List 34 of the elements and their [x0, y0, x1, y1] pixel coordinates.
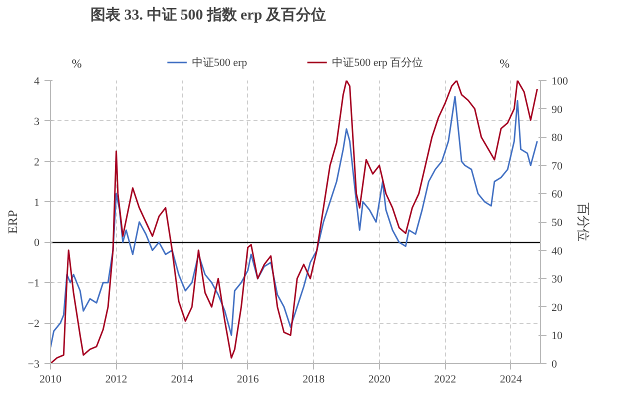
y-tick-label: −1 — [28, 278, 40, 290]
y2-tick-label: 80 — [552, 132, 563, 144]
text: % — [500, 56, 510, 71]
y2-tick-label: 70 — [552, 160, 563, 172]
y-tick-label: 4 — [34, 76, 40, 88]
y-tick-label: 2 — [34, 156, 40, 168]
y2-tick-label: 20 — [552, 302, 563, 314]
chart-title: 图表 33. 中证 500 指数 erp 及百分位 — [90, 6, 326, 24]
x-tick-label: 2010 — [40, 374, 62, 386]
text: % — [72, 56, 82, 71]
x-tick-label: 2016 — [236, 374, 260, 386]
y2-tick-label: 90 — [552, 104, 563, 116]
x-tick-label: 2012 — [105, 374, 128, 386]
legend-label: 中证500 erp 百分位 — [332, 56, 424, 70]
legend-label: 中证500 erp — [192, 56, 248, 70]
x-tick-label: 2022 — [434, 374, 456, 386]
y-tick-label: 0 — [34, 237, 40, 250]
x-tick-label: 2024 — [500, 374, 522, 386]
y2-tick-label: 30 — [552, 274, 563, 286]
y2-tick-label: 0 — [552, 358, 558, 370]
y2-tick-label: 60 — [552, 188, 563, 201]
y-tick-label: 1 — [34, 196, 40, 209]
x-tick-label: 2014 — [171, 374, 194, 386]
y2-tick-label: 40 — [552, 245, 563, 258]
y2-tick-label: 100 — [552, 76, 568, 88]
y-tick-label: −2 — [28, 318, 40, 330]
y-tick-label: −3 — [28, 358, 40, 370]
y2-axis-title: 百分位 — [576, 202, 591, 242]
y2-tick-label: 50 — [552, 217, 563, 229]
y-tick-label: 3 — [34, 116, 40, 128]
y2-tick-label: 10 — [552, 330, 563, 342]
x-tick-label: 2020 — [368, 374, 391, 386]
x-tick-label: 2018 — [302, 374, 326, 386]
y-axis-title: ERP — [4, 210, 20, 234]
